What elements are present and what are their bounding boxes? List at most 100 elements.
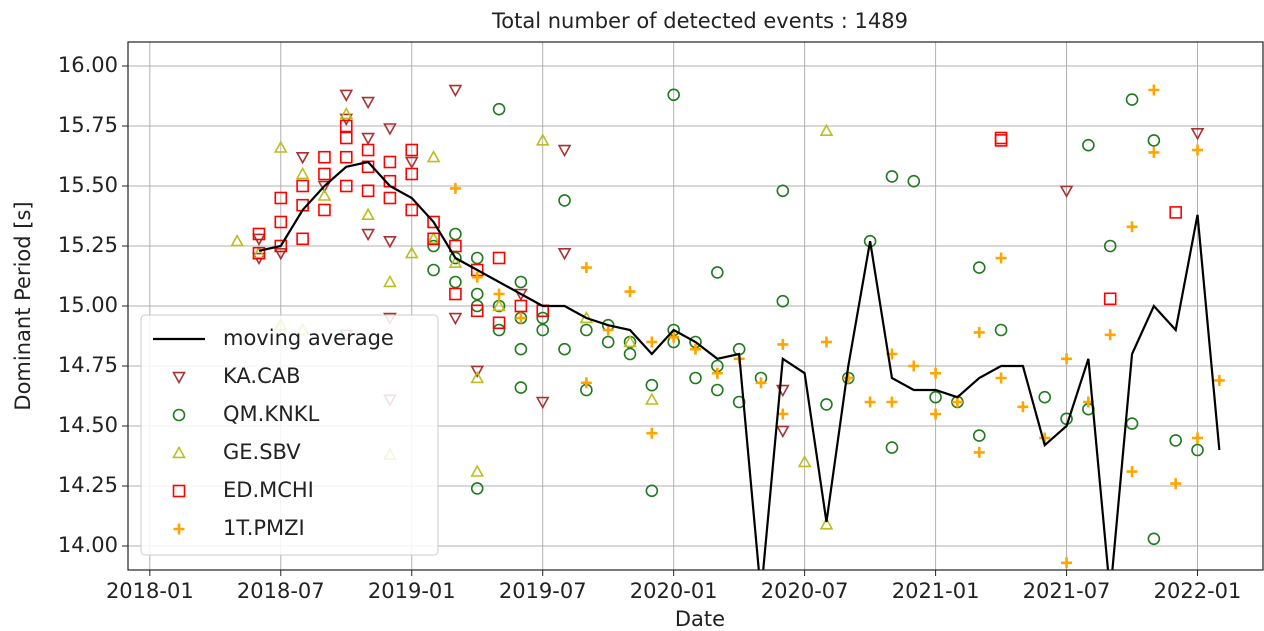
point: [623, 334, 637, 348]
point: [580, 323, 593, 337]
point: [514, 275, 528, 289]
point: [646, 336, 658, 348]
y-tick-label: 14.00: [58, 533, 118, 557]
point: [318, 203, 331, 217]
point: [536, 323, 550, 337]
point: [339, 119, 353, 133]
point: [908, 360, 920, 372]
point: [558, 194, 571, 207]
point: [776, 184, 790, 198]
point: [449, 287, 462, 301]
point: [339, 131, 353, 145]
point: [448, 312, 463, 326]
point: [492, 298, 506, 312]
point: [318, 150, 331, 164]
legend-label: GE.SBV: [223, 440, 301, 464]
point: [1213, 374, 1225, 386]
x-tick-label: 2022-01: [1154, 579, 1242, 603]
x-tick-label: 2018-01: [106, 579, 194, 603]
point: [645, 484, 659, 498]
point: [252, 246, 266, 259]
point: [1059, 185, 1074, 198]
point: [426, 150, 441, 163]
y-tick-label: 15.75: [58, 113, 118, 137]
y-tick-label: 15.50: [58, 173, 118, 197]
y-tick-label: 15.25: [58, 233, 118, 257]
point: [1148, 146, 1160, 158]
y-tick-label: 14.50: [58, 413, 118, 437]
point: [885, 441, 899, 454]
point: [775, 425, 790, 438]
point: [1191, 443, 1204, 457]
point: [405, 143, 419, 157]
point: [470, 365, 485, 378]
point: [820, 336, 832, 348]
point: [602, 324, 614, 336]
y-tick-label: 14.25: [58, 473, 118, 497]
point: [645, 378, 659, 392]
legend-label: QM.KNKL: [223, 402, 320, 426]
point: [470, 251, 484, 265]
point: [361, 132, 375, 146]
x-tick-label: 2018-07: [237, 579, 325, 603]
point: [470, 304, 484, 318]
point: [361, 228, 375, 242]
point: [339, 150, 353, 164]
point: [1148, 84, 1160, 96]
point: [1169, 206, 1182, 219]
point: [230, 234, 244, 247]
x-axis-label: Date: [675, 607, 725, 631]
x-tick-label: 2020-07: [761, 579, 849, 603]
legend-box: [140, 314, 439, 556]
point: [842, 372, 854, 384]
point: [972, 429, 986, 442]
point: [623, 347, 637, 361]
point: [470, 464, 485, 477]
point: [252, 246, 266, 260]
point: [711, 266, 724, 279]
point: [886, 396, 898, 408]
point: [995, 252, 1007, 264]
point: [930, 408, 942, 420]
point: [1103, 292, 1117, 306]
point: [864, 396, 876, 408]
point: [470, 287, 484, 301]
point: [383, 191, 397, 205]
point: [295, 166, 310, 180]
point: [470, 482, 484, 495]
point: [1147, 532, 1161, 546]
point: [448, 255, 463, 268]
point: [711, 383, 724, 397]
x-tick-label: 2021-07: [1023, 579, 1111, 603]
point: [471, 271, 483, 283]
point: [405, 203, 419, 217]
point: [711, 367, 723, 379]
point: [1104, 329, 1116, 341]
point: [296, 232, 309, 246]
point: [536, 311, 550, 325]
point: [383, 155, 397, 169]
point: [601, 335, 615, 349]
point: [535, 133, 550, 146]
point: [644, 392, 659, 405]
legend-marker: [172, 484, 186, 498]
point: [668, 331, 680, 343]
point: [274, 215, 288, 229]
point: [273, 248, 288, 261]
point: [449, 239, 462, 253]
point: [492, 102, 506, 116]
point: [1125, 93, 1139, 106]
point: [361, 96, 375, 110]
legend-label: KA.CAB: [223, 364, 301, 388]
point: [449, 251, 462, 265]
point: [427, 239, 440, 253]
point: [427, 263, 440, 277]
ticks: 14.00 14.25 14.50 14.75 15.00 15.25 15.50 15.75…: [58, 53, 1242, 603]
point: [994, 323, 1008, 337]
point: [339, 113, 354, 126]
point: [1170, 478, 1182, 490]
legend-label: moving average: [223, 326, 394, 350]
point: [1017, 401, 1029, 413]
point: [514, 381, 528, 394]
point: [470, 370, 485, 384]
